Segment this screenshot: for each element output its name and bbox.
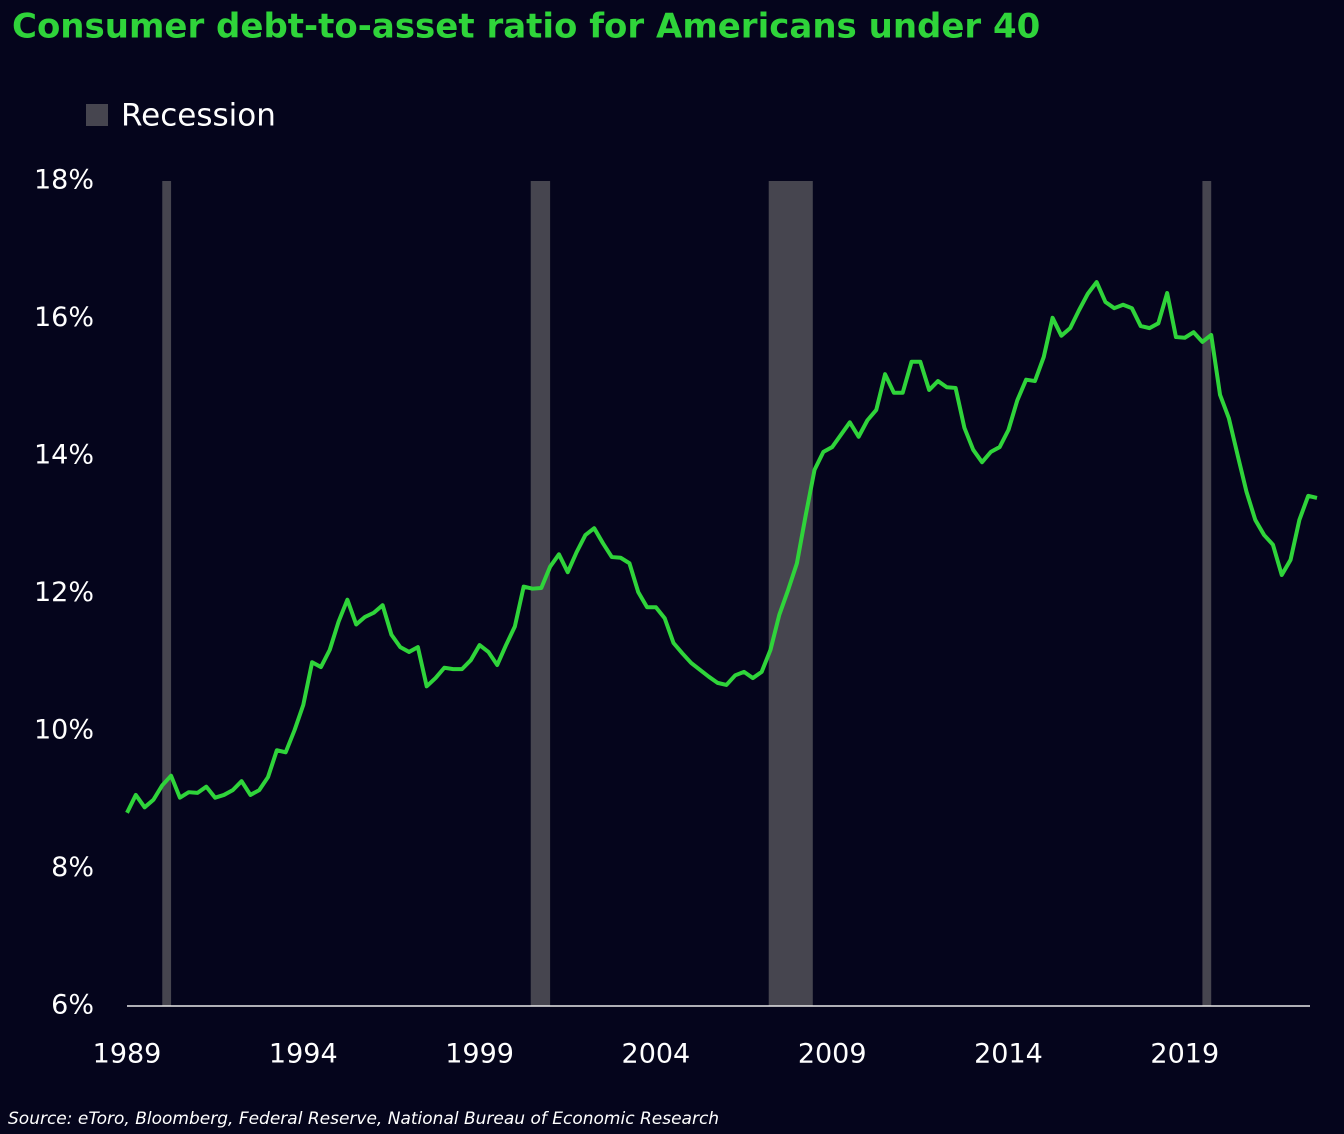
- recession-band: [530, 181, 551, 1006]
- recession-band: [162, 181, 172, 1006]
- source-note: Source: eToro, Bloomberg, Federal Reserv…: [8, 1109, 719, 1129]
- x-tick-label: 1989: [93, 1039, 162, 1070]
- x-tick-label: 2014: [974, 1039, 1043, 1070]
- y-tick-label: 16%: [34, 302, 94, 333]
- y-tick-label: 14%: [34, 440, 94, 471]
- legend-label: Recession: [121, 98, 276, 134]
- x-tick-label: 1994: [269, 1039, 338, 1070]
- x-tick-label: 2009: [798, 1039, 867, 1070]
- x-tick-label: 2004: [622, 1039, 691, 1070]
- y-tick-label: 18%: [34, 165, 94, 196]
- y-tick-label: 6%: [51, 990, 94, 1021]
- x-tick-label: 1999: [445, 1039, 514, 1070]
- data-line: [125, 280, 1318, 814]
- x-tick-label: 2019: [1150, 1039, 1219, 1070]
- y-tick-label: 8%: [51, 852, 94, 883]
- y-tick-label: 12%: [34, 577, 94, 608]
- y-tick-label: 10%: [34, 715, 94, 746]
- recession-band: [768, 181, 813, 1006]
- recession-band: [1202, 181, 1212, 1006]
- legend-swatch: [86, 104, 108, 126]
- chart-title: Consumer debt-to-asset ratio for America…: [12, 7, 1040, 47]
